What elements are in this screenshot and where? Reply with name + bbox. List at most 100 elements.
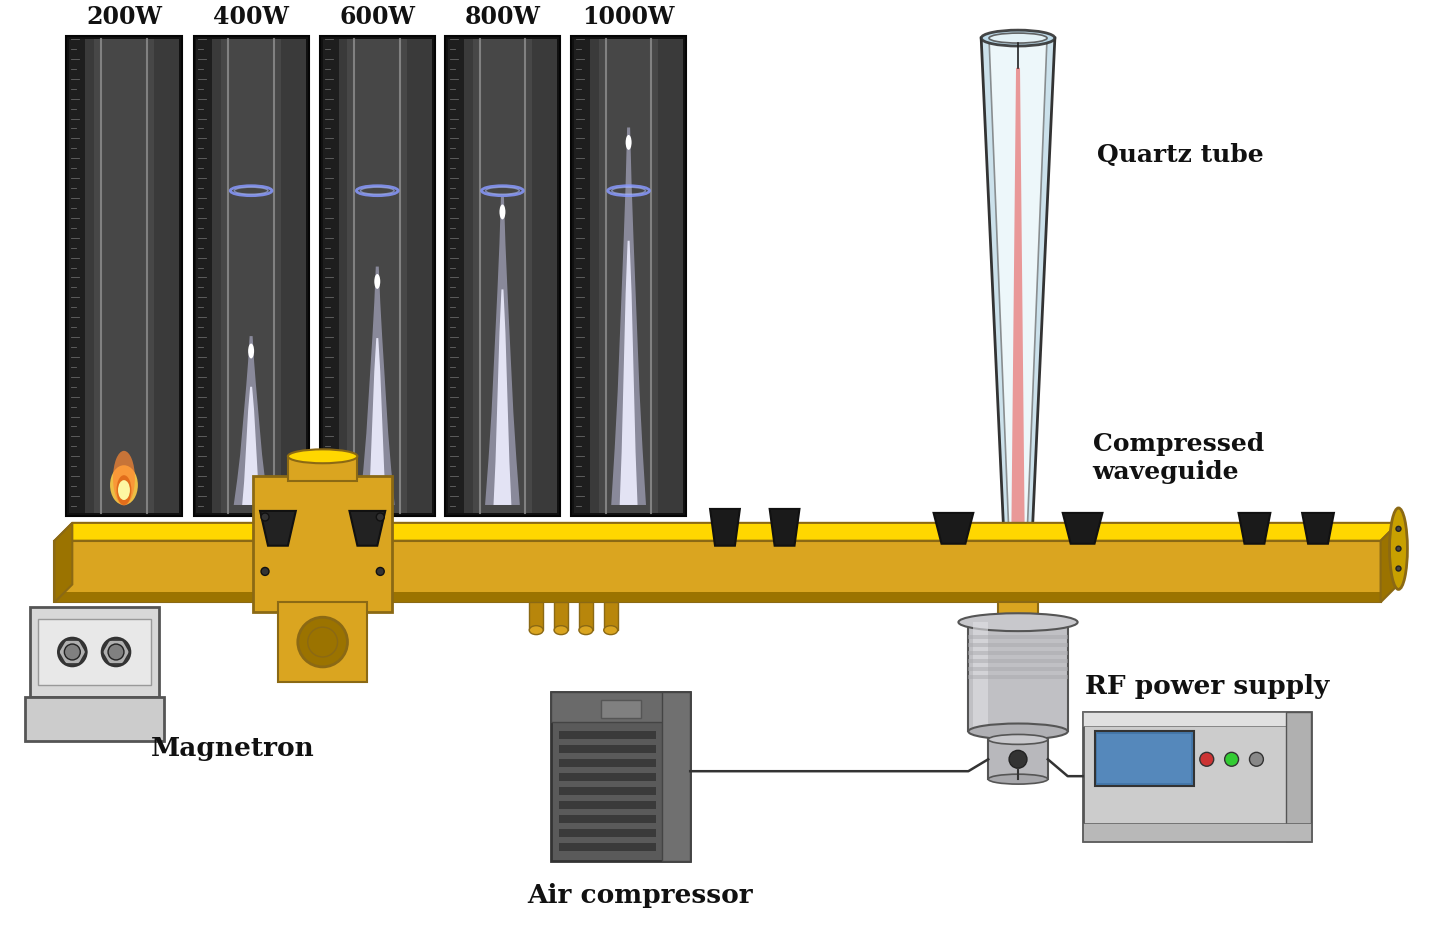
Ellipse shape — [1395, 546, 1401, 551]
Ellipse shape — [308, 627, 337, 657]
Text: 1000W: 1000W — [582, 5, 675, 30]
Bar — [559, 745, 657, 753]
Ellipse shape — [109, 466, 138, 505]
Bar — [554, 603, 567, 630]
Ellipse shape — [374, 274, 380, 288]
Bar — [559, 829, 657, 837]
Ellipse shape — [261, 567, 269, 575]
Ellipse shape — [579, 625, 593, 635]
Bar — [448, 39, 557, 513]
Text: 200W: 200W — [86, 5, 161, 30]
Bar — [575, 39, 590, 513]
Ellipse shape — [988, 774, 1048, 784]
Bar — [30, 607, 158, 697]
Bar — [968, 651, 1067, 655]
Bar — [973, 623, 988, 731]
Ellipse shape — [603, 625, 618, 635]
Ellipse shape — [376, 567, 384, 575]
Polygon shape — [350, 511, 386, 545]
Bar — [968, 623, 1067, 731]
Bar — [445, 36, 560, 516]
Ellipse shape — [968, 724, 1067, 740]
Text: Quartz tube: Quartz tube — [1097, 144, 1264, 168]
Polygon shape — [611, 128, 647, 505]
Ellipse shape — [288, 449, 357, 464]
Bar — [559, 731, 657, 740]
Polygon shape — [981, 38, 1056, 563]
Bar — [579, 603, 593, 630]
Polygon shape — [261, 511, 295, 545]
Ellipse shape — [1250, 752, 1263, 766]
Text: Compressed
waveguide: Compressed waveguide — [1093, 432, 1264, 485]
Bar — [1097, 734, 1191, 783]
Polygon shape — [369, 338, 386, 505]
Bar — [599, 39, 658, 513]
Ellipse shape — [1395, 566, 1401, 571]
Ellipse shape — [988, 734, 1048, 744]
Bar — [998, 603, 1038, 623]
Ellipse shape — [1009, 750, 1027, 768]
Bar — [347, 39, 408, 513]
Ellipse shape — [118, 480, 130, 500]
Polygon shape — [485, 197, 520, 505]
Polygon shape — [1011, 68, 1025, 547]
Ellipse shape — [989, 33, 1047, 43]
Ellipse shape — [1390, 508, 1407, 589]
Bar — [572, 36, 687, 516]
Bar — [278, 603, 367, 682]
Polygon shape — [242, 387, 261, 505]
Ellipse shape — [59, 638, 86, 665]
Bar — [69, 39, 179, 513]
Bar — [968, 643, 1067, 647]
Ellipse shape — [261, 513, 269, 521]
Bar — [559, 843, 657, 851]
Bar — [1083, 711, 1310, 726]
Bar — [472, 39, 533, 513]
Polygon shape — [769, 509, 799, 545]
Ellipse shape — [112, 451, 135, 506]
Ellipse shape — [376, 513, 384, 521]
Bar — [288, 456, 357, 481]
Polygon shape — [1302, 513, 1333, 544]
Bar — [603, 603, 618, 630]
Bar — [196, 39, 212, 513]
Bar — [448, 39, 464, 513]
Bar — [968, 675, 1067, 679]
Bar — [968, 667, 1067, 671]
Ellipse shape — [554, 625, 567, 635]
Bar — [530, 603, 543, 630]
Bar — [66, 36, 181, 516]
Ellipse shape — [117, 475, 131, 505]
Ellipse shape — [625, 135, 632, 149]
Polygon shape — [55, 523, 72, 603]
Text: 400W: 400W — [213, 5, 289, 30]
Text: 600W: 600W — [340, 5, 415, 30]
Polygon shape — [1238, 513, 1270, 544]
Bar — [559, 801, 657, 809]
Bar — [323, 39, 432, 513]
Bar — [988, 740, 1048, 779]
Ellipse shape — [981, 30, 1056, 46]
Text: Air compressor: Air compressor — [527, 883, 753, 908]
Bar — [55, 541, 1381, 603]
Bar — [559, 773, 657, 782]
Bar — [69, 39, 85, 513]
Ellipse shape — [1224, 752, 1238, 766]
Polygon shape — [1025, 38, 1056, 563]
Bar — [320, 36, 435, 516]
Bar — [193, 36, 308, 516]
Polygon shape — [360, 267, 395, 505]
Bar — [323, 39, 338, 513]
Bar — [222, 39, 281, 513]
Bar — [559, 815, 657, 823]
Polygon shape — [619, 241, 638, 505]
Polygon shape — [1063, 513, 1103, 544]
Text: 800W: 800W — [465, 5, 540, 30]
Ellipse shape — [248, 344, 253, 359]
Polygon shape — [710, 509, 740, 545]
Ellipse shape — [298, 617, 347, 667]
Polygon shape — [55, 523, 1398, 541]
Bar — [559, 760, 657, 767]
Polygon shape — [981, 38, 1009, 563]
Ellipse shape — [530, 625, 543, 635]
